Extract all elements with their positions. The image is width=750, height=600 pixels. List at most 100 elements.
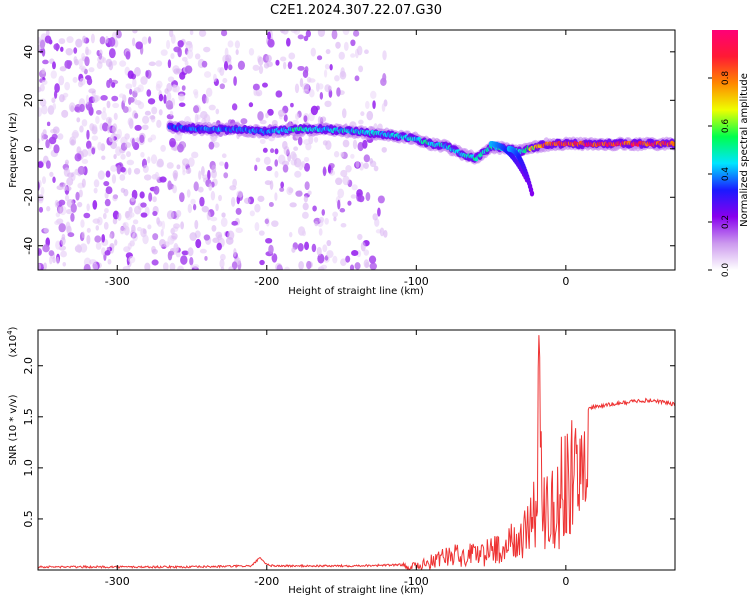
noise-blob [314, 220, 319, 227]
noise-blob [326, 239, 332, 247]
noise-blob [279, 187, 285, 192]
noise-blob [86, 234, 91, 245]
noise-blob [67, 232, 75, 238]
spectrogram-y-ticks: -40 -20 0 20 40 [22, 45, 675, 255]
noise-blob [204, 256, 208, 261]
noise-blob [173, 244, 180, 253]
noise-blob [79, 103, 85, 113]
noise-blob [197, 186, 204, 193]
noise-blob [112, 194, 118, 202]
noise-blob [94, 235, 102, 243]
noise-blob [354, 262, 361, 270]
noise-blob [203, 71, 212, 78]
noise-blob [38, 138, 41, 144]
noise-blob [145, 70, 149, 78]
spectrogram-marks [38, 30, 675, 270]
noise-blob [287, 61, 293, 70]
noise-blob [100, 95, 108, 101]
noise-blob [355, 160, 360, 168]
noise-blob [180, 221, 185, 230]
noise-blob [119, 174, 126, 181]
noise-blob [99, 36, 106, 45]
spectrogram-frame [37, 29, 676, 271]
noise-blob [54, 199, 59, 208]
noise-blob [172, 170, 179, 179]
noise-blob [85, 46, 89, 56]
noise-blob [322, 140, 328, 146]
noise-blob [262, 147, 268, 153]
noise-blob [103, 221, 109, 230]
noise-blob [108, 37, 116, 47]
noise-blob [43, 227, 50, 233]
noise-blob [324, 217, 329, 225]
noise-blob [205, 87, 213, 97]
noise-blob [211, 164, 217, 174]
noise-blob [161, 220, 166, 230]
noise-blob [366, 110, 374, 121]
noise-blob [345, 165, 352, 173]
noise-blob [350, 53, 356, 58]
noise-blob [105, 186, 113, 195]
noise-blob [269, 180, 274, 190]
noise-blob [66, 209, 73, 215]
noise-blob [54, 220, 61, 226]
noise-blob [52, 256, 56, 264]
noise-blob [169, 262, 176, 270]
noise-blob [85, 94, 89, 105]
noise-blob [46, 121, 51, 127]
noise-blob [87, 147, 92, 157]
noise-blob [209, 216, 218, 222]
noise-blob [320, 264, 328, 270]
noise-blob [111, 95, 119, 102]
noise-blob [342, 30, 350, 36]
noise-blob [306, 260, 312, 270]
noise-blob [336, 87, 341, 97]
noise-blob [381, 103, 386, 112]
noise-blob [142, 115, 150, 125]
noise-blob [141, 124, 149, 131]
noise-blob [91, 147, 96, 155]
snr-x-axis-label: Height of straight line (km) [288, 585, 424, 596]
noise-blob [231, 103, 238, 111]
noise-blob [340, 67, 345, 78]
noise-blob [362, 139, 368, 149]
noise-blob [177, 40, 184, 48]
noise-blob [223, 61, 229, 71]
noise-blob [306, 77, 312, 83]
x-tick-label: -300 [105, 575, 130, 588]
noise-blob [152, 210, 158, 216]
noise-blob [280, 56, 287, 62]
noise-blob [176, 265, 185, 270]
noise-blob [104, 207, 109, 214]
noise-blob [119, 60, 127, 67]
noise-blob [125, 151, 131, 158]
noise-blob [120, 153, 126, 160]
noise-blob [233, 248, 237, 257]
noise-blob [38, 263, 42, 270]
noise-blob [176, 68, 183, 74]
noise-blob [92, 262, 98, 270]
noise-blob [317, 30, 326, 38]
noise-blob [80, 219, 85, 228]
noise-blob [181, 250, 189, 256]
noise-blob [64, 159, 70, 165]
noise-blob [208, 141, 215, 150]
noise-blob [41, 176, 47, 185]
noise-blob [127, 70, 134, 79]
noise-blob [219, 258, 225, 269]
noise-blob [227, 230, 235, 240]
noise-blob [83, 212, 91, 219]
noise-blob [177, 143, 184, 153]
noise-blob [92, 199, 98, 210]
noise-blob [72, 129, 79, 139]
noise-blob [129, 88, 133, 95]
noise-blob [160, 144, 166, 152]
noise-blob [85, 140, 92, 150]
y-tick-label: 1.0 [22, 459, 35, 477]
noise-blob [282, 61, 287, 70]
noise-blob [322, 166, 327, 177]
noise-blob [316, 246, 322, 256]
noise-blob [213, 73, 217, 82]
noise-blob [270, 148, 275, 154]
noise-blob [84, 56, 90, 67]
